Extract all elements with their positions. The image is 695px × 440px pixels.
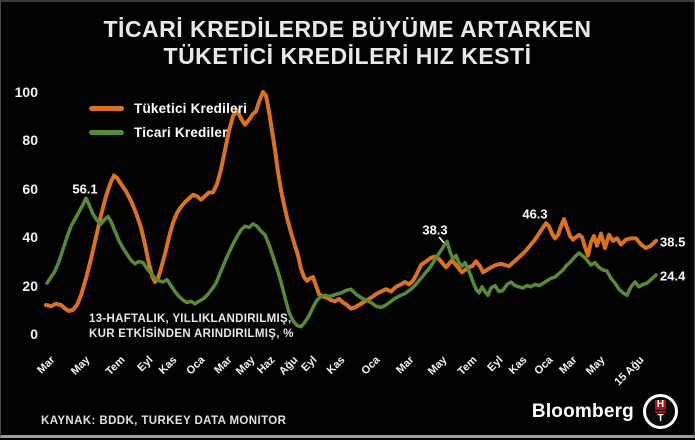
methodology-note-line2: KUR ETKİSİNDEN ARINDIRILMIŞ, % [89, 327, 294, 342]
methodology-note-line1: 13-HAFTALIK, YILLIKLANDIRILMIŞ, [89, 312, 294, 327]
data-label-46.3: 46.3 [522, 207, 547, 222]
ht-letter-t: T [657, 414, 663, 424]
methodology-note: 13-HAFTALIK, YILLIKLANDIRILMIŞ, KUR ETKİ… [89, 312, 294, 342]
y-tick-label: 80 [1, 131, 38, 149]
bloomberg-wordmark: Bloomberg [532, 401, 634, 423]
legend-label: Tüketici Kredileri [134, 101, 247, 116]
data-label-24.4: 24.4 [660, 269, 685, 284]
y-tick-label: 20 [1, 277, 38, 295]
legend-label: Ticari Krediler [134, 125, 228, 140]
y-tick-label: 60 [1, 180, 38, 198]
legend-item-ticari: Ticari Krediler [89, 120, 247, 144]
data-label-38.5: 38.5 [660, 235, 685, 250]
legend-swatch-green [89, 130, 124, 135]
legend: Tüketici Kredileri Ticari Krediler [89, 96, 247, 144]
y-tick-label: 0 [1, 325, 38, 343]
legend-swatch-orange [89, 106, 124, 111]
y-tick-label: 40 [1, 228, 38, 246]
ht-letter-h: H [655, 400, 666, 410]
y-tick-label: 100 [1, 83, 38, 101]
data-label-56.1: 56.1 [72, 182, 97, 197]
source-credit: KAYNAK: BDDK, TURKEY DATA MONITOR [41, 415, 286, 427]
ht-monogram-icon: H T [643, 394, 678, 429]
bloomberg-ht-logo: Bloomberg H T [532, 394, 678, 429]
legend-item-tuketici: Tüketici Kredileri [89, 96, 247, 120]
data-label-38.3: 38.3 [422, 223, 447, 238]
